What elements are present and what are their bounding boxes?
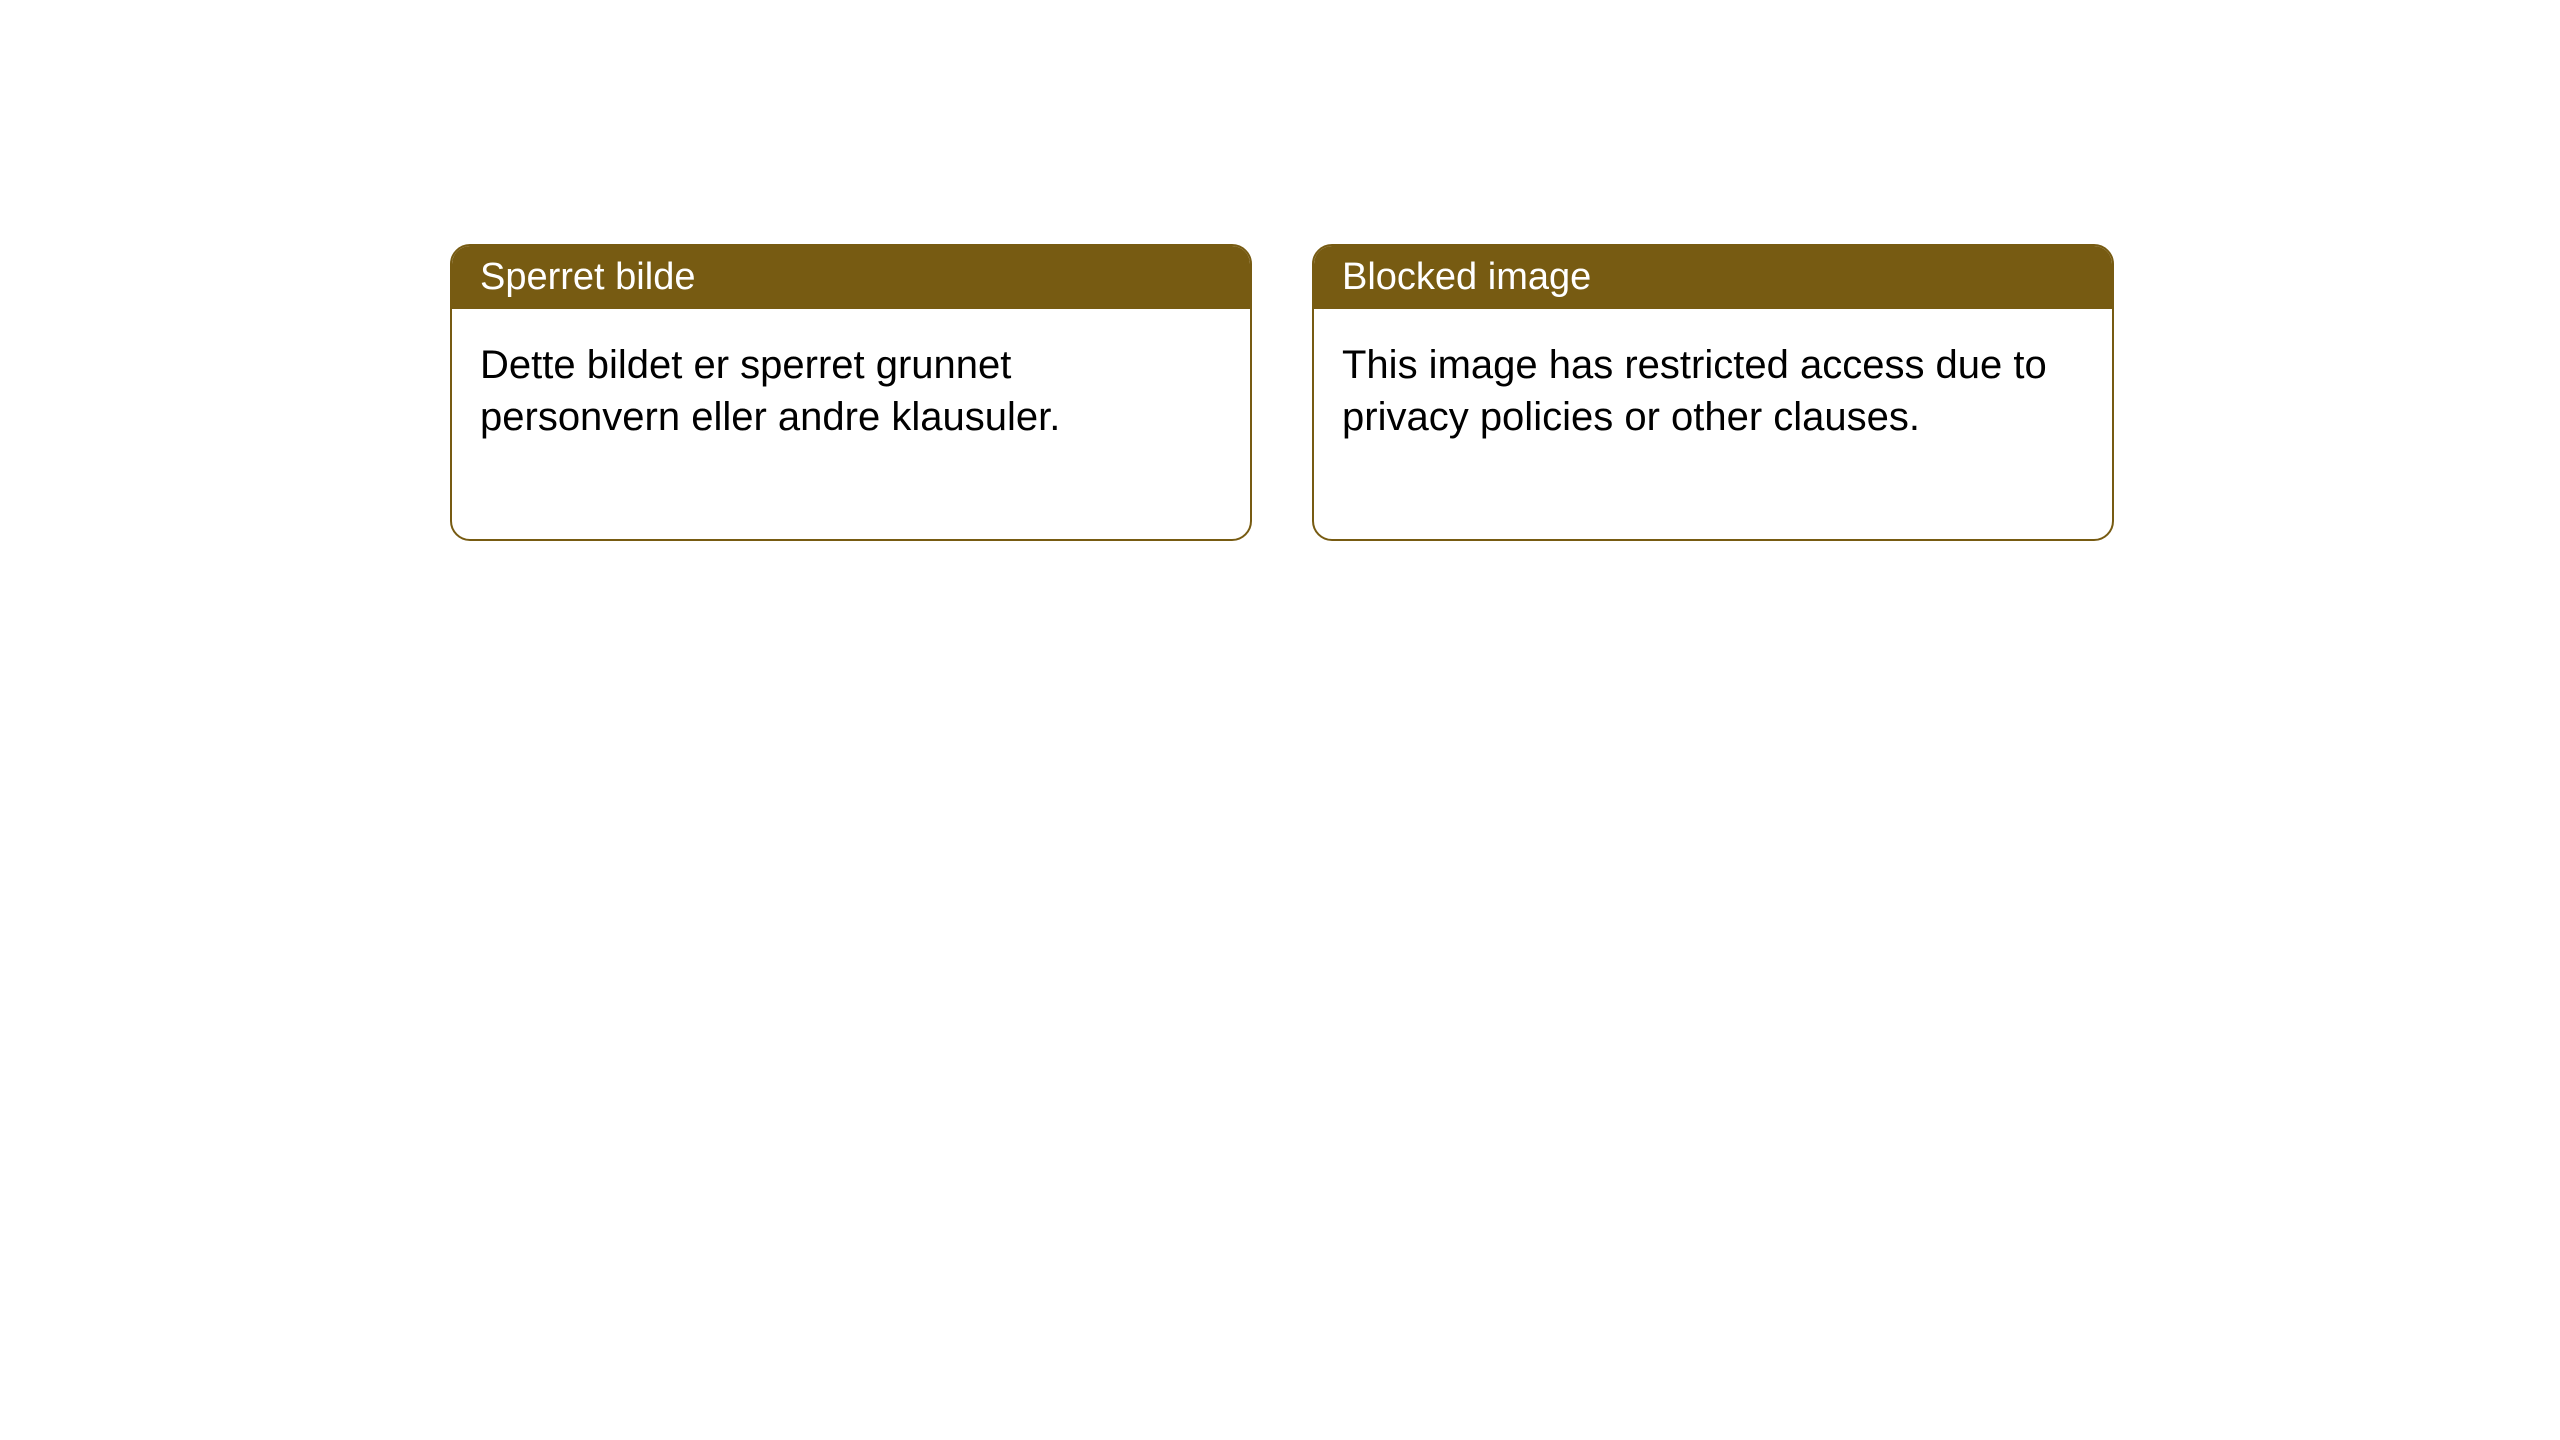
card-body-text: Dette bildet er sperret grunnet personve… — [480, 343, 1060, 439]
card-header: Sperret bilde — [452, 246, 1250, 309]
card-header: Blocked image — [1314, 246, 2112, 309]
blocked-image-card-norwegian: Sperret bilde Dette bildet er sperret gr… — [450, 244, 1252, 541]
cards-container: Sperret bilde Dette bildet er sperret gr… — [0, 0, 2560, 541]
card-header-text: Blocked image — [1342, 256, 1591, 298]
card-body-text: This image has restricted access due to … — [1342, 343, 2047, 439]
card-header-text: Sperret bilde — [480, 256, 695, 298]
card-body: This image has restricted access due to … — [1314, 309, 2112, 539]
blocked-image-card-english: Blocked image This image has restricted … — [1312, 244, 2114, 541]
card-body: Dette bildet er sperret grunnet personve… — [452, 309, 1250, 539]
